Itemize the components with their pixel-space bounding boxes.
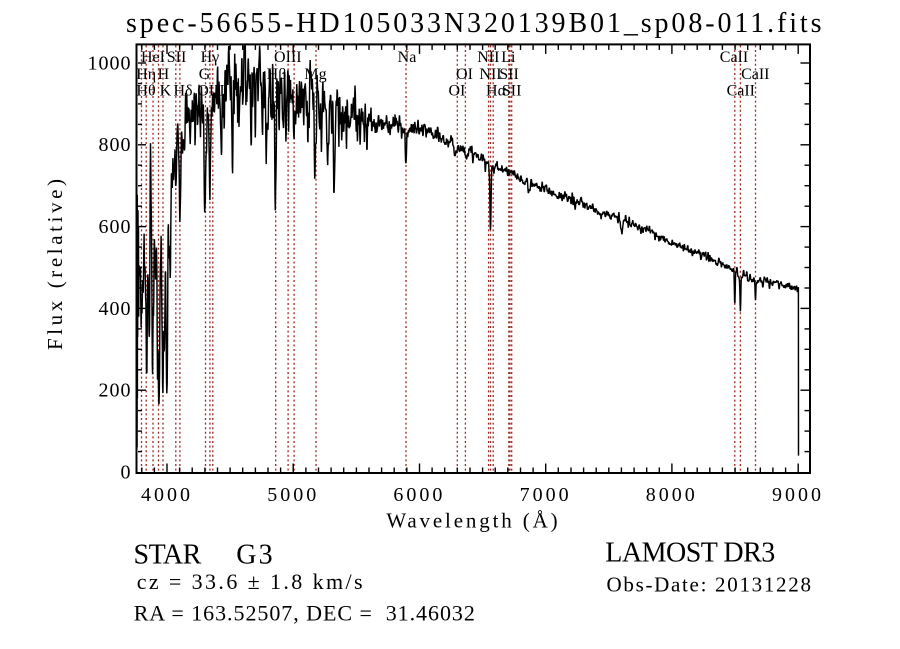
svg-text:SII: SII [167,49,187,66]
svg-text:Flux (relative): Flux (relative) [43,175,67,350]
svg-text:Hβ: Hβ [267,66,287,83]
svg-text:Mg: Mg [304,66,326,83]
svg-text:5000: 5000 [267,484,319,506]
svg-text:1000: 1000 [88,52,132,74]
svg-text:SII: SII [502,83,522,100]
svg-text:G: G [199,66,211,83]
svg-text:Hγ: Hγ [201,49,220,66]
svg-text:6000: 6000 [393,484,445,506]
svg-text:NII: NII [479,66,501,83]
svg-text:HeI: HeI [141,49,165,66]
svg-text:9000: 9000 [772,484,824,506]
svg-text:LAMOST DR3: LAMOST DR3 [605,538,775,569]
svg-text:8000: 8000 [646,484,698,506]
svg-text:Obs-Date: 20131228: Obs-Date: 20131228 [607,573,813,597]
svg-text:200: 200 [99,380,132,402]
svg-text:RA = 163.52507, DEC = 31.4603: RA = 163.52507, DEC = 31.46032 [134,601,476,626]
svg-text:SII: SII [499,66,519,83]
svg-text:Hδ: Hδ [173,83,192,100]
svg-text:400: 400 [99,298,132,320]
svg-text:0: 0 [121,461,132,483]
svg-text:K: K [160,83,172,100]
svg-text:STAR: STAR [134,540,202,571]
svg-text:H: H [158,66,170,83]
svg-text:spec-56655-HD105033N320139B01_: spec-56655-HD105033N320139B01_sp08-011.f… [126,8,824,39]
svg-text:Wavelength (Å): Wavelength (Å) [386,509,560,533]
svg-text:OIII: OIII [274,49,302,66]
svg-text:600: 600 [99,216,132,238]
svg-text:OI: OI [456,66,473,83]
svg-text:NII: NII [477,49,499,66]
svg-text:800: 800 [99,134,132,156]
svg-text:CaII: CaII [720,49,748,66]
svg-text:cz = 33.6 ± 1.8 km/s: cz = 33.6 ± 1.8 km/s [137,569,365,594]
svg-text:Hθ: Hθ [136,83,155,100]
svg-text:OIII: OIII [197,83,225,100]
svg-text:Na: Na [398,49,417,66]
svg-text:4000: 4000 [141,484,193,506]
svg-text:G3: G3 [236,540,275,571]
svg-text:CaII: CaII [741,66,769,83]
svg-text:7000: 7000 [520,484,572,506]
svg-text:CaII: CaII [727,83,755,100]
svg-text:Hη: Hη [136,66,156,83]
svg-text:Li: Li [501,49,516,66]
svg-text:OI: OI [448,83,465,100]
svg-text:Hα: Hα [486,83,507,100]
